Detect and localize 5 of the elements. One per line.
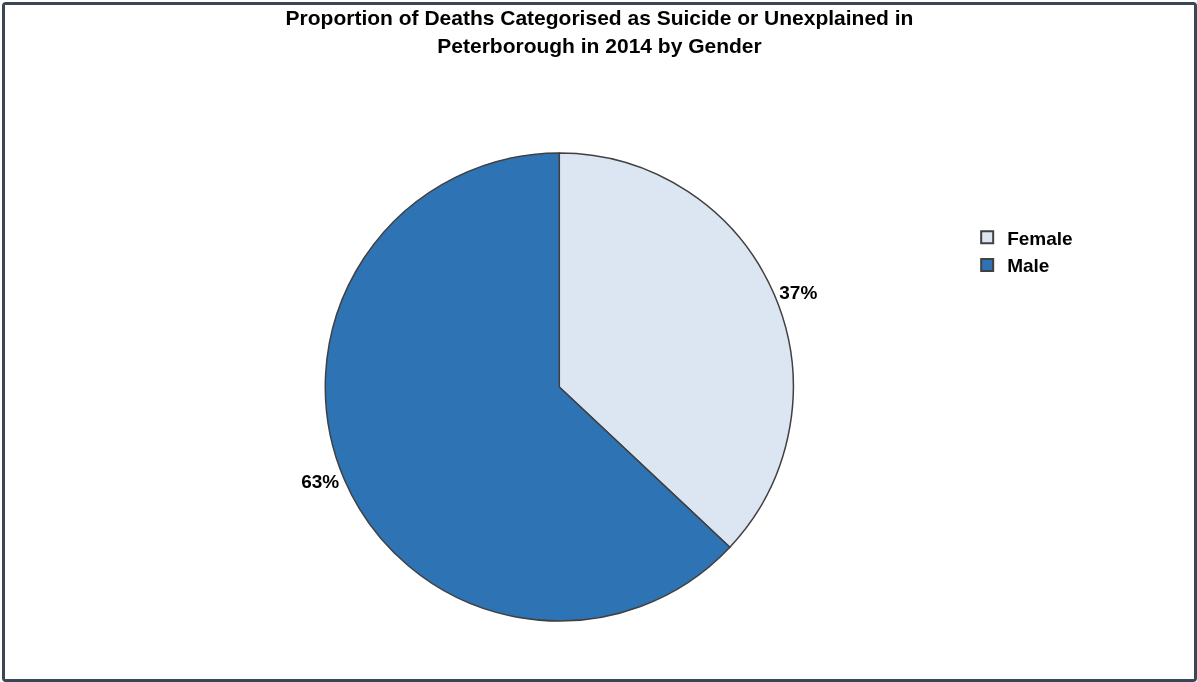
data-label: 63%	[301, 471, 340, 493]
data-label: 37%	[779, 281, 818, 303]
legend-label: Female	[1007, 227, 1073, 249]
chart-title: Proportion of Deaths Categorised as Suicide or Unexplained in Peterborough in 2014 by Gender	[285, 6, 914, 57]
legend-label: Male	[1007, 255, 1050, 277]
